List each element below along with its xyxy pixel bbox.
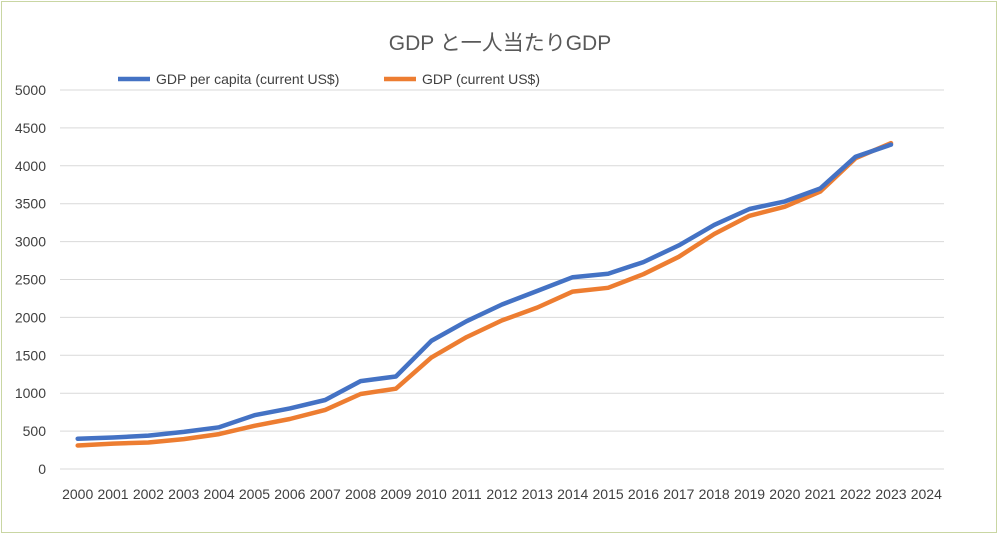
x-tick-label: 2003 <box>168 486 199 502</box>
x-tick-label: 2000 <box>62 486 93 502</box>
x-tick-label: 2017 <box>663 486 694 502</box>
x-tick-label: 2014 <box>557 486 588 502</box>
x-tick-label: 2024 <box>911 486 942 502</box>
series-lines <box>75 140 894 448</box>
x-tick-label: 2016 <box>628 486 659 502</box>
series-line-gdp <box>75 140 894 448</box>
x-tick-label: 2002 <box>133 486 164 502</box>
y-tick-label: 1000 <box>15 385 46 401</box>
x-tick-label: 2023 <box>875 486 906 502</box>
y-tick-label: 1500 <box>15 347 46 363</box>
x-tick-label: 2013 <box>522 486 553 502</box>
x-axis-ticks: 2000 2001 2002 2003 2004 2005 2006 2007 2008 2009… <box>62 486 942 502</box>
y-tick-label: 2000 <box>15 309 46 325</box>
chart-title: GDP と一人当たりGDP <box>389 32 611 55</box>
x-tick-label: 2008 <box>345 486 376 502</box>
x-tick-label: 2021 <box>805 486 836 502</box>
y-tick-label: 3000 <box>15 234 46 250</box>
y-tick-label: 4500 <box>15 120 46 136</box>
x-tick-label: 2004 <box>204 486 235 502</box>
x-tick-label: 2020 <box>769 486 800 502</box>
x-tick-label: 2005 <box>239 486 270 502</box>
x-tick-label: 2001 <box>97 486 128 502</box>
legend-label-gdp-per-capita: GDP per capita (current US$) <box>156 71 339 87</box>
x-tick-label: 2006 <box>274 486 305 502</box>
x-tick-label: 2009 <box>380 486 411 502</box>
x-tick-label: 2015 <box>593 486 624 502</box>
legend: GDP per capita (current US$) GDP (curren… <box>118 71 540 87</box>
gridlines <box>60 89 944 470</box>
y-tick-label: 4000 <box>15 158 46 174</box>
x-tick-label: 2022 <box>840 486 871 502</box>
x-tick-label: 2019 <box>734 486 765 502</box>
x-tick-label: 2010 <box>416 486 447 502</box>
x-tick-label: 2007 <box>310 486 341 502</box>
x-tick-label: 2018 <box>699 486 730 502</box>
y-tick-label: 0 <box>38 461 46 477</box>
y-tick-label: 500 <box>23 423 47 439</box>
y-tick-label: 2500 <box>15 272 46 288</box>
y-tick-label: 5000 <box>15 82 46 98</box>
x-tick-label: 2012 <box>486 486 517 502</box>
series-line-gdp-per-capita <box>75 142 894 441</box>
y-axis-ticks: 0 500 1000 1500 2000 2500 3000 3500 4000 4500 5000 <box>15 82 46 477</box>
legend-label-gdp: GDP (current US$) <box>422 71 540 87</box>
x-tick-label: 2011 <box>452 486 482 502</box>
y-tick-label: 3500 <box>15 196 46 212</box>
